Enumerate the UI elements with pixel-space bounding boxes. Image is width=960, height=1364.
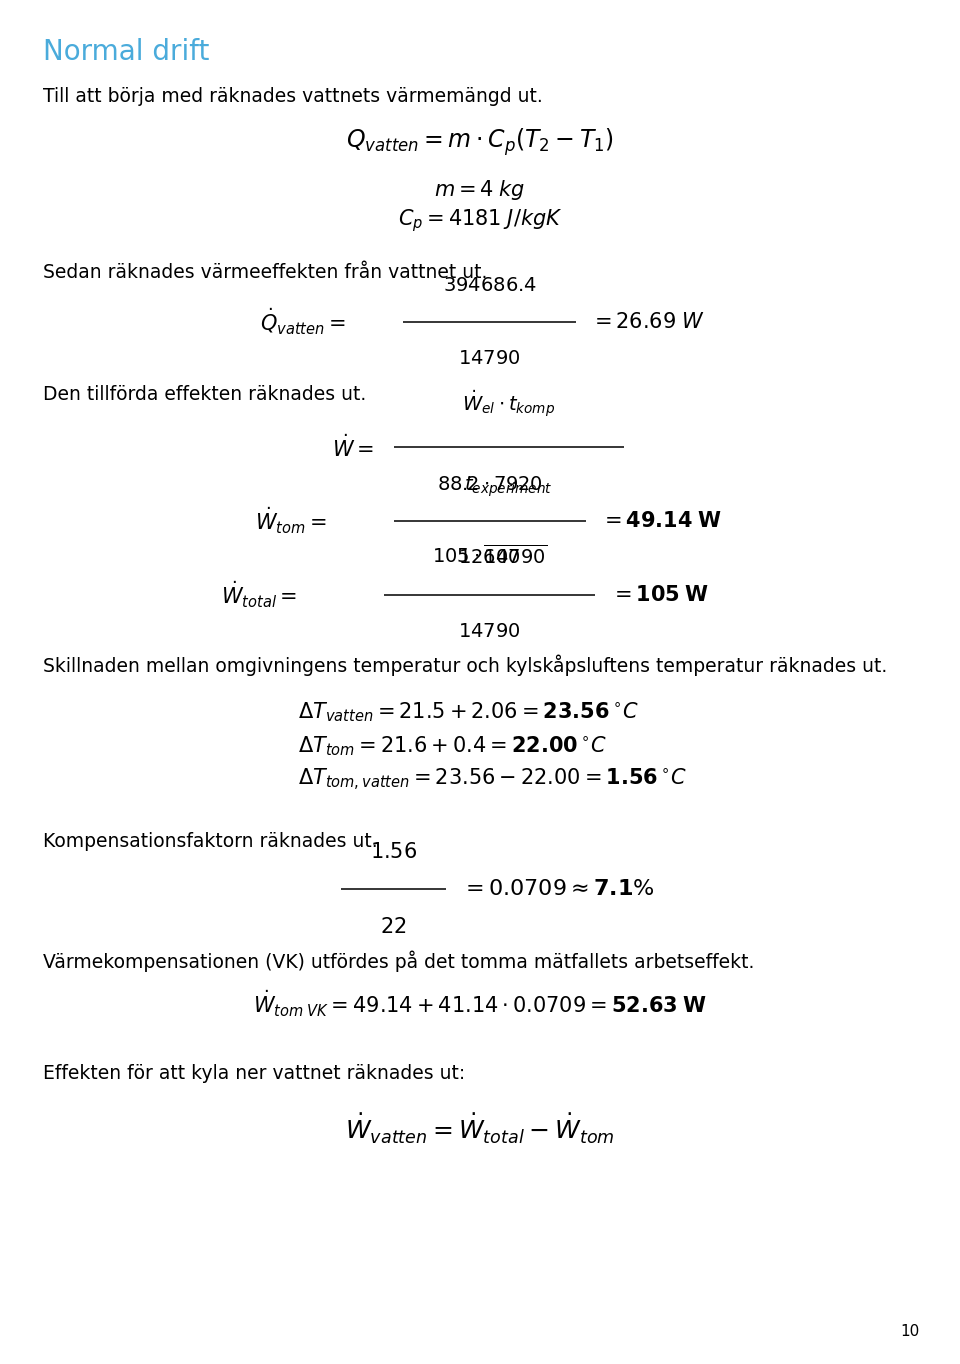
Text: Den tillförda effekten räknades ut.: Den tillförda effekten räknades ut. — [43, 385, 367, 404]
Text: $\Delta T_{vatten} = 21.5 + 2.06 = \mathbf{23.56}\,^{\circ}C$: $\Delta T_{vatten} = 21.5 + 2.06 = \math… — [298, 700, 638, 724]
Text: $\dot{Q}_{vatten} =$: $\dot{Q}_{vatten} =$ — [259, 307, 346, 337]
Text: 10: 10 — [900, 1324, 920, 1339]
Text: $1.56$: $1.56$ — [370, 842, 418, 862]
Text: $\dot{W}_{tom} =$: $\dot{W}_{tom} =$ — [254, 506, 326, 536]
Text: $= \mathbf{49.14\;W}$: $= \mathbf{49.14\;W}$ — [600, 512, 722, 531]
Text: $\dot{W}_{tom\;VK} = 49.14 + 41.14 \cdot 0.0709 = \mathbf{52.63\;W}$: $\dot{W}_{tom\;VK} = 49.14 + 41.14 \cdot… — [252, 989, 708, 1019]
Text: $14790$: $14790$ — [458, 349, 521, 368]
Text: $m = 4\;kg$: $m = 4\;kg$ — [434, 177, 526, 202]
Text: $88.2 \cdot 7920$: $88.2 \cdot 7920$ — [437, 475, 542, 494]
Text: $394686.4$: $394686.4$ — [443, 276, 537, 295]
Text: Effekten för att kyla ner vattnet räknades ut:: Effekten för att kyla ner vattnet räknad… — [43, 1064, 466, 1083]
Text: $12600$: $12600$ — [458, 548, 521, 567]
Text: $\dot{W}_{vatten} = \dot{W}_{total} - \dot{W}_{tom}$: $\dot{W}_{vatten} = \dot{W}_{total} - \d… — [345, 1112, 615, 1147]
Text: $= 26.69\;W$: $= 26.69\;W$ — [590, 312, 705, 331]
Text: $Q_{vatten} = m \cdot C_p(T_2 - T_1)$: $Q_{vatten} = m \cdot C_p(T_2 - T_1)$ — [346, 125, 614, 158]
Text: Kompensationsfaktorn räknades ut.: Kompensationsfaktorn räknades ut. — [43, 832, 378, 851]
Text: Skillnaden mellan omgivningens temperatur och kylskåpsluftens temperatur räknade: Skillnaden mellan omgivningens temperatu… — [43, 655, 887, 677]
Text: Sedan räknades värmeeffekten från vattnet ut.: Sedan räknades värmeeffekten från vattne… — [43, 263, 488, 282]
Text: $= 0.0709 \approx \mathbf{7.1}\%$: $= 0.0709 \approx \mathbf{7.1}\%$ — [461, 880, 655, 899]
Text: Värmekompensationen (VK) utfördes på det tomma mätfallets arbetseffekt.: Värmekompensationen (VK) utfördes på det… — [43, 951, 755, 973]
Text: $\Delta T_{tom,vatten} = 23.56 - 22.00 = \mathbf{1.56}\,^{\circ}C$: $\Delta T_{tom,vatten} = 23.56 - 22.00 =… — [298, 767, 686, 794]
Text: $\dot{W} =$: $\dot{W} =$ — [332, 434, 374, 461]
Text: $14790$: $14790$ — [458, 622, 521, 641]
Text: $105 \cdot \overline{14790}$: $105 \cdot \overline{14790}$ — [432, 544, 547, 567]
Text: $22$: $22$ — [380, 917, 407, 937]
Text: $\dot{W}_{el} \cdot t_{komp}$: $\dot{W}_{el} \cdot t_{komp}$ — [462, 389, 556, 420]
Text: $= \mathbf{105\;W}$: $= \mathbf{105\;W}$ — [610, 585, 708, 604]
Text: Till att börja med räknades vattnets värmemängd ut.: Till att börja med räknades vattnets vär… — [43, 87, 543, 106]
Text: $\Delta T_{tom} = 21.6 + 0.4 = \mathbf{22.00}\,^{\circ}C$: $\Delta T_{tom} = 21.6 + 0.4 = \mathbf{2… — [298, 734, 607, 758]
Text: $\dot{W}_{total} =$: $\dot{W}_{total} =$ — [222, 580, 298, 610]
Text: $C_p = 4181\;J/kgK$: $C_p = 4181\;J/kgK$ — [397, 207, 563, 235]
Text: $t_{experiment}$: $t_{experiment}$ — [465, 475, 553, 499]
Text: Normal drift: Normal drift — [43, 38, 209, 67]
